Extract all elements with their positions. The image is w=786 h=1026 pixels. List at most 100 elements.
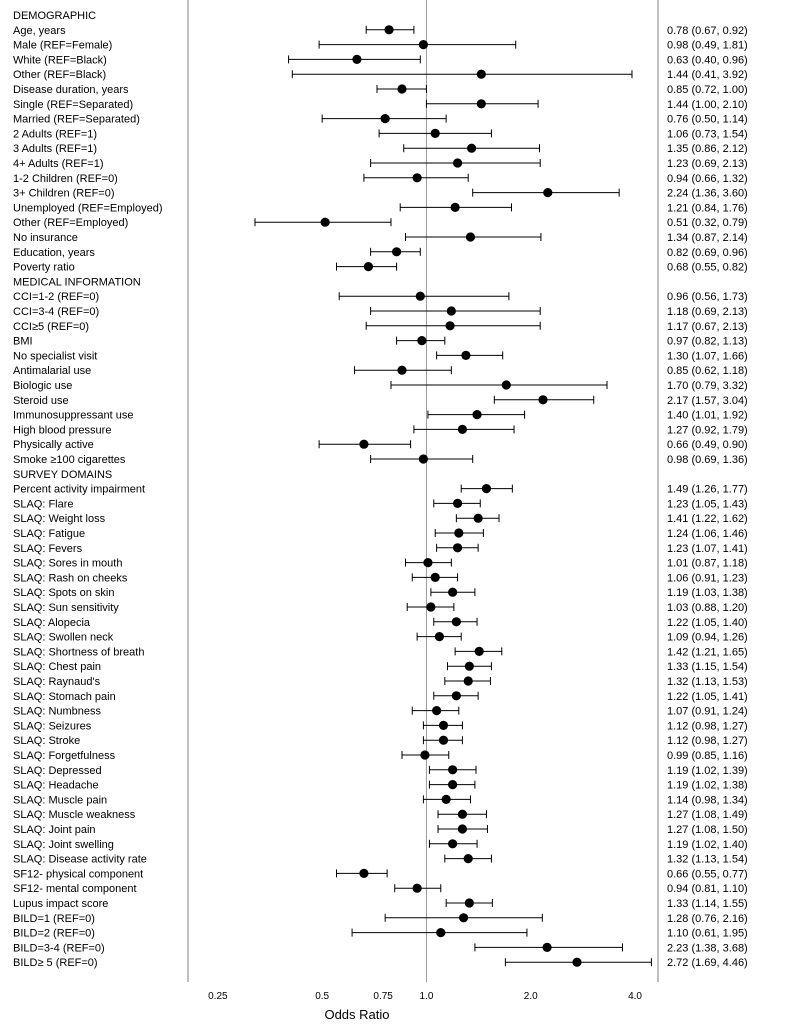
forest-row: Unemployed (REF=Employed) 1.21 (0.84, 1.7… xyxy=(13,202,748,214)
x-tick-label: 4.0 xyxy=(628,991,642,1002)
row-label: Lupus impact score xyxy=(13,898,108,910)
odds-ratio-point xyxy=(472,410,482,420)
ci-value-label: 1.12 (0.98, 1.27) xyxy=(667,720,748,732)
row-label: White (REF=Black) xyxy=(13,54,107,66)
odds-ratio-point xyxy=(359,439,369,449)
odds-ratio-point xyxy=(352,54,362,64)
odds-ratio-point xyxy=(452,543,463,553)
row-label: 3+ Children (REF=0) xyxy=(13,188,115,200)
row-label: No insurance xyxy=(13,232,78,244)
odds-ratio-point xyxy=(397,84,407,94)
ci-value-label: 1.34 (0.87, 2.14) xyxy=(667,232,748,244)
ci-value-label: 1.23 (1.05, 1.43) xyxy=(667,498,748,510)
row-label: SLAQ: Shortness of breath xyxy=(13,646,144,658)
plot-frame xyxy=(187,0,659,982)
odds-ratio-point xyxy=(359,868,369,879)
forest-row: Smoke ≥100 cigarettes 0.98 (0.69, 1.36) xyxy=(13,454,748,466)
row-label: SLAQ: Depressed xyxy=(13,765,102,777)
row-label: Single (REF=Separated) xyxy=(13,99,133,111)
ci-value-label: 0.63 (0.40, 0.96) xyxy=(667,54,748,66)
ci-value-label: 1.06 (0.73, 1.54) xyxy=(667,128,748,140)
ci-value-label: 1.49 (1.26, 1.77) xyxy=(667,484,748,496)
ci-value-label: 1.44 (0.41, 3.92) xyxy=(667,69,748,81)
row-label: No specialist visit xyxy=(13,350,97,362)
ci-value-label: 0.98 (0.69, 1.36) xyxy=(667,454,748,466)
forest-row: Steroid use 2.17 (1.57, 3.04) xyxy=(13,395,748,407)
row-label: Smoke ≥100 cigarettes xyxy=(13,454,126,466)
row-label: CCI≥5 (REF=0) xyxy=(13,321,89,333)
forest-row: SLAQ: Shortness of breath 1.42 (1.21, 1.6… xyxy=(13,646,748,658)
x-tick-label: 2.0 xyxy=(524,991,538,1002)
row-label: SLAQ: Muscle weakness xyxy=(13,809,136,821)
ci-value-label: 1.44 (1.00, 2.10) xyxy=(667,99,748,111)
forest-row: Lupus impact score 1.33 (1.14, 1.55) xyxy=(13,898,748,910)
odds-ratio-point xyxy=(448,765,458,775)
forest-row: SLAQ: Seizures 1.12 (0.98, 1.27) xyxy=(13,720,748,732)
odds-ratio-point xyxy=(452,498,463,508)
ci-value-label: 1.09 (0.94, 1.26) xyxy=(667,632,748,644)
x-tick-label: 1.0 xyxy=(419,991,433,1002)
forest-row: SF12- physical component 0.66 (0.55, 0.77… xyxy=(13,868,748,880)
forest-row: Single (REF=Separated) 1.44 (1.00, 2.10) xyxy=(13,99,748,111)
forest-rows: DEMOGRAPHIC Age, years 0.78 (0.67, 0.92) Ma… xyxy=(13,10,748,969)
odds-ratio-point xyxy=(461,350,471,360)
forest-row: CCI=3-4 (REF=0) 1.18 (0.69, 2.13) xyxy=(13,306,748,318)
row-label: SLAQ: Stroke xyxy=(13,735,80,747)
forest-row: Antimalarial use 0.85 (0.62, 1.18) xyxy=(13,365,748,377)
row-label: SLAQ: Weight loss xyxy=(13,513,106,525)
odds-ratio-point xyxy=(474,646,484,657)
ci-value-label: 2.23 (1.38, 3.68) xyxy=(667,942,748,954)
forest-row: 4+ Adults (REF=1) 1.23 (0.69, 2.13) xyxy=(13,158,748,170)
ci-value-label: 1.19 (1.02, 1.40) xyxy=(667,839,748,851)
x-tick-label: 0.25 xyxy=(208,991,228,1002)
ci-value-label: 1.41 (1.22, 1.62) xyxy=(667,513,748,525)
row-label: Disease duration, years xyxy=(13,84,129,96)
ci-value-label: 1.27 (1.08, 1.49) xyxy=(667,809,748,821)
row-label: SLAQ: Headache xyxy=(13,780,99,792)
x-tick-label: 0.75 xyxy=(373,991,393,1002)
forest-row: SLAQ: Numbness 1.07 (0.91, 1.24) xyxy=(13,706,748,718)
row-label: SLAQ: Muscle pain xyxy=(13,794,107,806)
ci-value-label: 0.94 (0.66, 1.32) xyxy=(667,173,748,185)
section-header: MEDICAL INFORMATION xyxy=(13,276,141,288)
row-label: SLAQ: Disease activity rate xyxy=(13,854,147,866)
odds-ratio-point xyxy=(448,839,458,849)
forest-row: CCI=1-2 (REF=0) 0.96 (0.56, 1.73) xyxy=(13,291,748,303)
ci-value-label: 1.14 (0.98, 1.34) xyxy=(667,794,748,806)
odds-ratio-point xyxy=(432,706,442,716)
row-label: SLAQ: Joint pain xyxy=(13,824,96,836)
row-label: Other (REF=Black) xyxy=(13,69,106,81)
forest-row: Education, years 0.82 (0.69, 0.96) xyxy=(13,247,748,259)
row-label: Poverty ratio xyxy=(13,262,75,274)
odds-ratio-point xyxy=(542,942,552,953)
odds-ratio-point xyxy=(446,306,456,316)
forest-row: 3 Adults (REF=1) 1.35 (0.86, 2.12) xyxy=(13,143,748,155)
forest-row: Percent activity impairment 1.49 (1.26, 1… xyxy=(13,484,748,496)
forest-row: SLAQ: Stomach pain 1.22 (1.05, 1.41) xyxy=(13,691,748,703)
row-label: Antimalarial use xyxy=(13,365,91,377)
row-label: 3 Adults (REF=1) xyxy=(13,143,97,155)
forest-row: Other (REF=Black) 1.44 (0.41, 3.92) xyxy=(13,69,748,81)
forest-row: BILD=1 (REF=0) 1.28 (0.76, 2.16) xyxy=(13,913,748,925)
row-label: SLAQ: Sun sensitivity xyxy=(13,602,119,614)
ci-value-label: 0.82 (0.69, 0.96) xyxy=(667,247,748,259)
ci-value-label: 0.99 (0.85, 1.16) xyxy=(667,750,748,762)
ci-value-label: 1.19 (1.02, 1.38) xyxy=(667,780,748,792)
row-label: SLAQ: Fatigue xyxy=(13,528,85,540)
ci-value-label: 1.01 (0.87, 1.18) xyxy=(667,558,748,570)
row-label: SLAQ: Alopecia xyxy=(13,617,91,629)
row-label: Percent activity impairment xyxy=(13,484,145,496)
forest-row: SLAQ: Raynaud's 1.32 (1.13, 1.53) xyxy=(13,676,748,688)
odds-ratio-point xyxy=(466,143,477,153)
ci-value-label: 1.27 (0.92, 1.79) xyxy=(667,424,748,436)
row-label: Unemployed (REF=Employed) xyxy=(13,202,162,214)
odds-ratio-point xyxy=(363,262,374,272)
odds-ratio-point xyxy=(450,202,460,212)
forest-row: Biologic use 1.70 (0.79, 3.32) xyxy=(13,380,748,392)
ci-value-label: 1.19 (1.02, 1.39) xyxy=(667,765,748,777)
odds-ratio-point xyxy=(465,232,476,242)
odds-ratio-point xyxy=(438,735,449,745)
row-label: Married (REF=Separated) xyxy=(13,114,140,126)
ci-value-label: 0.76 (0.50, 1.14) xyxy=(667,114,748,126)
odds-ratio-point xyxy=(418,454,429,464)
